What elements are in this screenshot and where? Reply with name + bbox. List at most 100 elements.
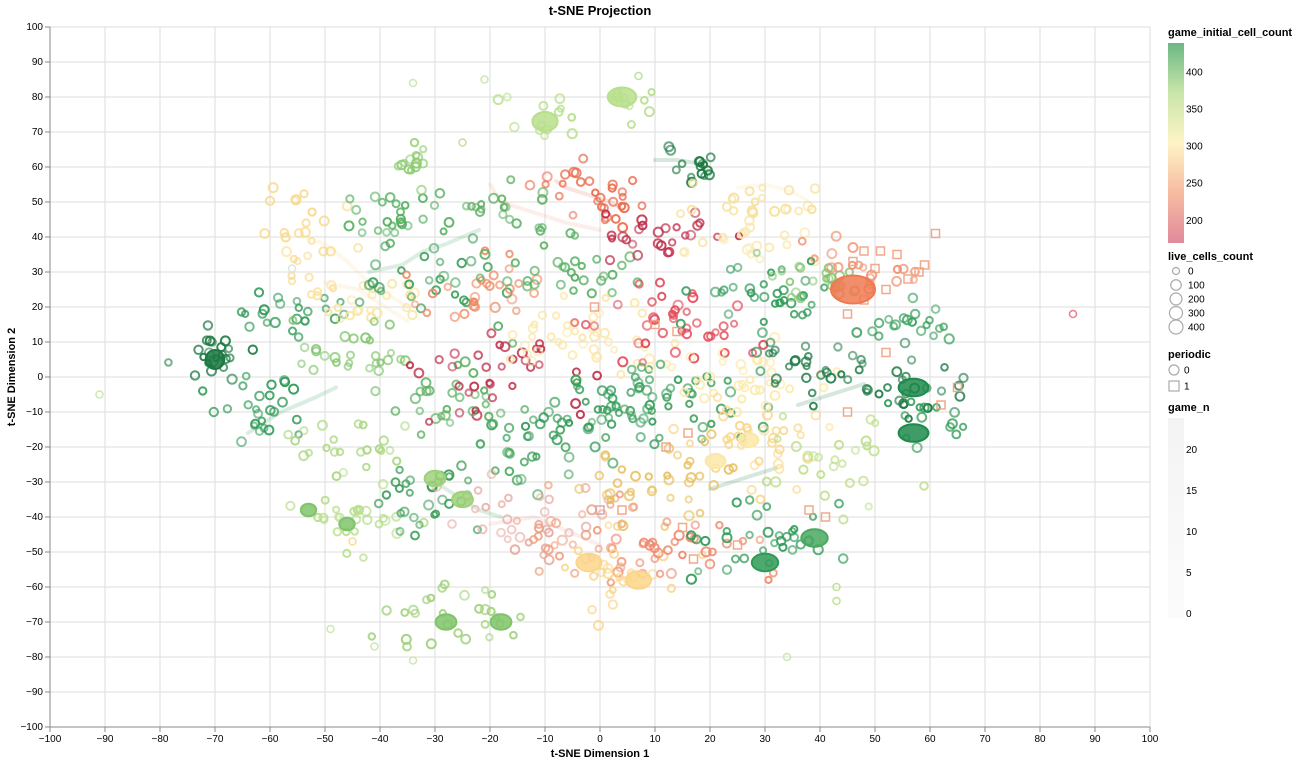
data-point — [365, 363, 374, 373]
data-point — [953, 380, 965, 391]
data-point — [592, 525, 602, 535]
data-point — [689, 414, 699, 423]
data-point — [774, 298, 783, 307]
y-tick-label: −10 — [26, 407, 43, 418]
data-point — [343, 220, 355, 232]
data-point — [677, 159, 687, 168]
data-point-square — [804, 505, 814, 515]
data-point — [298, 450, 310, 462]
data-point — [617, 356, 629, 368]
data-point-blob — [800, 528, 829, 548]
data-point — [742, 423, 752, 433]
data-point — [662, 392, 672, 402]
data-point — [688, 178, 698, 188]
data-point — [719, 235, 729, 245]
data-point — [307, 207, 317, 217]
data-point — [236, 436, 247, 448]
data-point-square — [914, 267, 924, 277]
data-point — [485, 379, 495, 389]
data-point — [646, 485, 658, 497]
data-point — [572, 378, 582, 387]
data-point — [568, 540, 577, 549]
data-point — [346, 350, 355, 360]
data-point — [758, 425, 770, 436]
data-point — [892, 264, 903, 274]
data-point — [484, 411, 494, 422]
data-point — [600, 450, 611, 460]
data-point — [821, 268, 832, 278]
size-legend-label: 100 — [1188, 281, 1205, 292]
data-point — [604, 488, 616, 500]
data-point — [665, 383, 676, 393]
data-point — [404, 279, 415, 290]
data-point — [450, 290, 460, 299]
size-legend-label: 400 — [1188, 323, 1205, 334]
data-point — [415, 386, 426, 397]
data-point — [392, 456, 402, 466]
data-point — [772, 288, 783, 299]
legends: game_initial_cell_count 400350300250200 … — [1168, 27, 1292, 620]
data-point — [520, 405, 530, 414]
data-point — [819, 490, 830, 501]
data-point — [427, 288, 438, 299]
data-point — [551, 518, 562, 529]
data-point — [164, 358, 173, 367]
data-point — [216, 342, 227, 353]
data-point — [511, 474, 523, 486]
data-point — [723, 376, 732, 385]
data-point — [387, 278, 398, 289]
data-point — [408, 656, 418, 665]
data-point — [428, 243, 440, 254]
data-point — [755, 535, 765, 545]
data-point — [480, 386, 489, 395]
data-point — [706, 378, 716, 388]
data-point — [916, 411, 928, 423]
data-point — [626, 487, 636, 497]
data-point — [746, 484, 757, 495]
data-point — [348, 537, 357, 546]
data-point — [378, 513, 388, 524]
data-point-square — [595, 505, 605, 515]
data-point — [311, 346, 322, 357]
x-tick-label: 100 — [1142, 734, 1159, 745]
data-point — [759, 546, 768, 555]
data-point — [536, 493, 545, 502]
data-point — [512, 516, 522, 526]
data-point — [482, 262, 493, 272]
data-point — [408, 78, 418, 88]
data-point — [303, 306, 313, 317]
data-point — [685, 229, 697, 241]
data-point — [479, 604, 491, 616]
data-point — [384, 319, 395, 330]
data-point — [889, 321, 899, 331]
data-point — [486, 606, 496, 617]
data-point — [759, 291, 770, 303]
data-point — [655, 277, 665, 288]
data-point — [407, 309, 418, 321]
data-point — [593, 405, 603, 414]
data-point — [630, 372, 640, 382]
data-point — [575, 409, 586, 420]
data-point — [241, 371, 251, 381]
data-point — [409, 137, 420, 148]
data-point — [536, 344, 546, 354]
data-point — [594, 470, 605, 481]
data-point-blob — [606, 86, 638, 108]
data-point — [410, 530, 420, 541]
data-point — [935, 324, 944, 333]
data-point — [770, 299, 780, 308]
data-point — [570, 568, 580, 578]
data-point — [637, 308, 647, 318]
data-point — [554, 191, 564, 201]
data-point — [345, 310, 355, 321]
data-point — [484, 281, 495, 291]
data-point — [332, 527, 343, 537]
data-point — [492, 94, 504, 106]
data-point — [598, 405, 608, 414]
data-point — [670, 305, 680, 315]
data-point — [575, 177, 586, 187]
data-point — [445, 418, 455, 427]
data-point — [790, 441, 802, 452]
data-point — [686, 530, 697, 541]
data-point — [718, 321, 729, 332]
